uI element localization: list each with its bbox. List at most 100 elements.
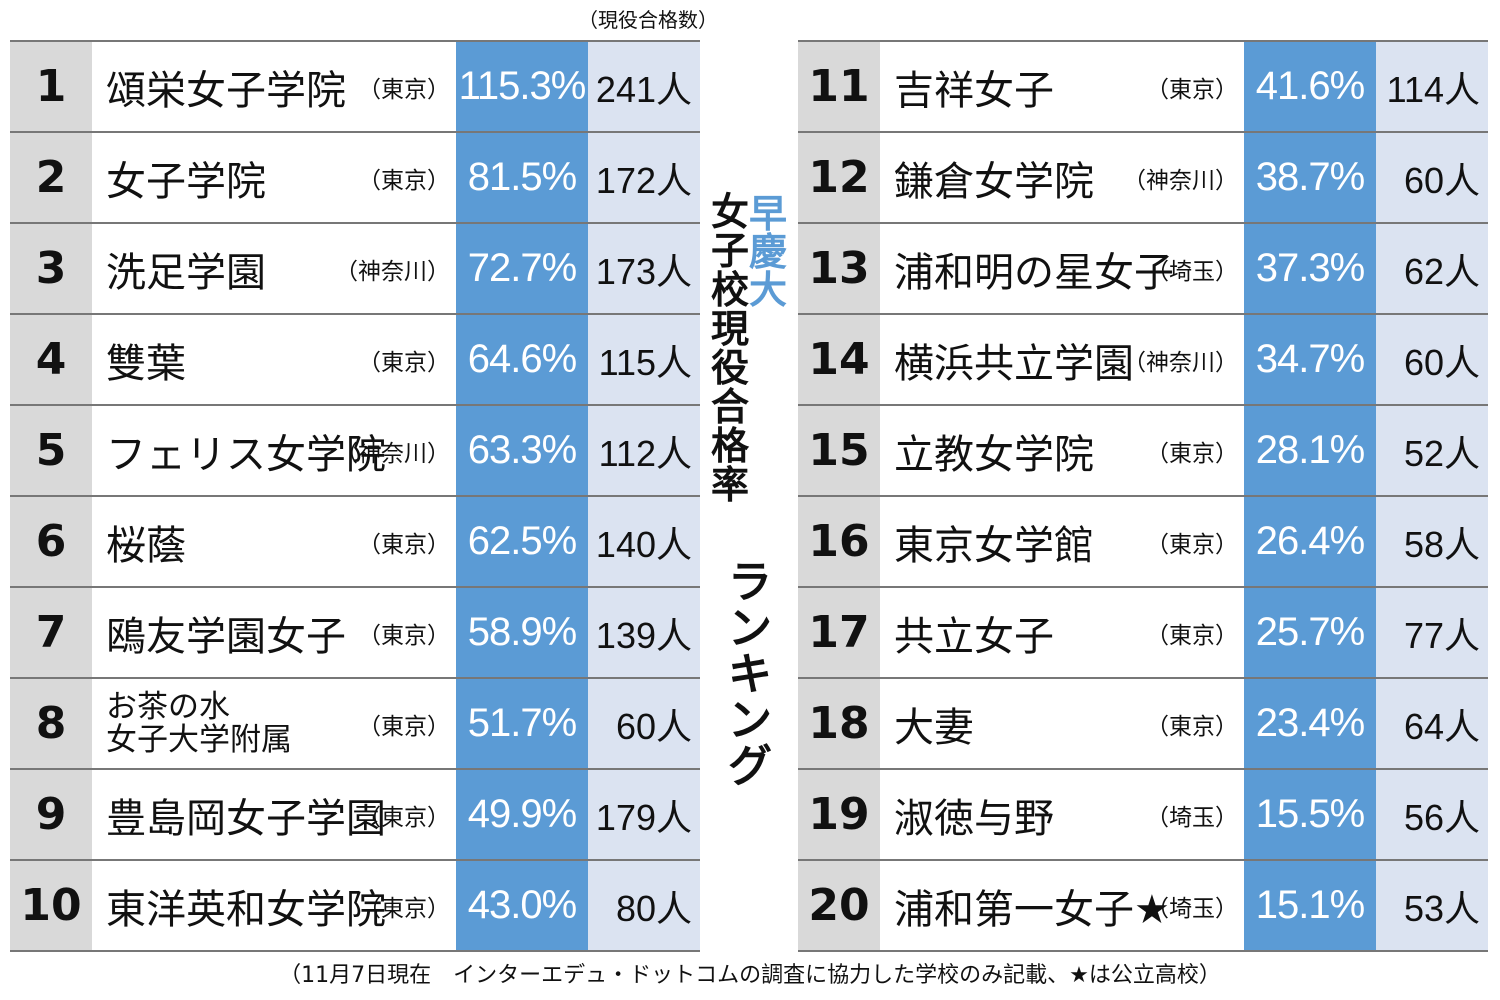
pass-count: 52人 [1376, 406, 1488, 495]
prefecture: （東京） [1146, 622, 1238, 649]
table-row: 4 雙葉 （東京） 64.6% 115人 [10, 315, 700, 406]
title-main: 女子校現役合格率 [710, 190, 749, 507]
pass-count: 77人 [1376, 588, 1488, 677]
pass-count: 64人 [1376, 679, 1488, 768]
pass-rate: 37.3% [1244, 224, 1376, 313]
pass-rate: 62.5% [456, 497, 588, 586]
table-row: 20 浦和第一女子★ （埼玉） 15.1% 53人 [798, 861, 1488, 952]
table-row: 19 淑徳与野 （埼玉） 15.5% 56人 [798, 770, 1488, 861]
prefecture: （埼玉） [1146, 895, 1238, 922]
pass-count: 62人 [1376, 224, 1488, 313]
rank-number: 2 [10, 133, 92, 222]
rank-number: 14 [798, 315, 880, 404]
rank-number: 4 [10, 315, 92, 404]
table-row: 1 頌栄女子学院 （東京） 115.3% 241人 [10, 42, 700, 133]
school-name: 大妻 [894, 704, 974, 751]
rank-number: 20 [798, 861, 880, 950]
pass-rate: 34.7% [1244, 315, 1376, 404]
pass-rate: 51.7% [456, 679, 588, 768]
pass-rate: 72.7% [456, 224, 588, 313]
prefecture: （東京） [1146, 76, 1238, 103]
rank-number: 6 [10, 497, 92, 586]
rank-number: 3 [10, 224, 92, 313]
prefecture: （神奈川） [335, 440, 450, 467]
table-row: 12 鎌倉女学院 （神奈川） 38.7% 60人 [798, 133, 1488, 224]
school-name-line-1: お茶の水 [106, 688, 230, 725]
pass-count: 115人 [588, 315, 700, 404]
pass-count: 56人 [1376, 770, 1488, 859]
rank-number: 17 [798, 588, 880, 677]
school-name: 頌栄女子学院 [106, 67, 346, 114]
prefecture: （東京） [358, 622, 450, 649]
pass-rate: 15.5% [1244, 770, 1376, 859]
pass-count: 140人 [588, 497, 700, 586]
prefecture: （埼玉） [1146, 258, 1238, 285]
school-name: 豊島岡女子学園 [106, 795, 386, 842]
prefecture: （神奈川） [1123, 349, 1238, 376]
pass-count: 173人 [588, 224, 700, 313]
pass-count: 60人 [1376, 315, 1488, 404]
school-name: 洗足学園 [106, 249, 266, 296]
table-row: 11 吉祥女子 （東京） 41.6% 114人 [798, 42, 1488, 133]
title-sub: ランキング [728, 557, 772, 792]
rank-number: 12 [798, 133, 880, 222]
pass-rate: 64.6% [456, 315, 588, 404]
pass-count: 112人 [588, 406, 700, 495]
table-row: 7 鴎友学園女子 （東京） 58.9% 139人 [10, 588, 700, 679]
table-row: 15 立教女学院 （東京） 28.1% 52人 [798, 406, 1488, 497]
table-row: 3 洗足学園 （神奈川） 72.7% 173人 [10, 224, 700, 315]
rank-number: 11 [798, 42, 880, 131]
prefecture: （神奈川） [1123, 167, 1238, 194]
count-column-header: （現役合格数） [578, 8, 718, 32]
school-name: 東京女学館 [894, 522, 1094, 569]
pass-count: 60人 [1376, 133, 1488, 222]
school-name-line-2: 女子大学附属 [106, 721, 292, 758]
pass-count: 114人 [1376, 42, 1488, 131]
school-name: お茶の水 女子大学附属 [106, 679, 356, 768]
pass-count: 179人 [588, 770, 700, 859]
table-row: 14 横浜共立学園 （神奈川） 34.7% 60人 [798, 315, 1488, 406]
prefecture: （東京） [358, 349, 450, 376]
school-name: 吉祥女子 [894, 67, 1054, 114]
table-row: 17 共立女子 （東京） 25.7% 77人 [798, 588, 1488, 679]
pass-count: 172人 [588, 133, 700, 222]
ranking-title: 早慶大 女子校現役合格率 ランキング [705, 185, 795, 805]
pass-count: 139人 [588, 588, 700, 677]
rank-number: 19 [798, 770, 880, 859]
pass-rate: 28.1% [1244, 406, 1376, 495]
school-name: 浦和第一女子★ [894, 886, 1170, 933]
pass-rate: 81.5% [456, 133, 588, 222]
school-name: 共立女子 [894, 613, 1054, 660]
pass-rate: 43.0% [456, 861, 588, 950]
school-name: 女子学院 [106, 158, 266, 205]
pass-rate: 26.4% [1244, 497, 1376, 586]
rank-number: 8 [10, 679, 92, 768]
school-name: 浦和明の星女子 [894, 249, 1174, 296]
prefecture: （神奈川） [335, 258, 450, 285]
pass-count: 241人 [588, 42, 700, 131]
table-row: 18 大妻 （東京） 23.4% 64人 [798, 679, 1488, 770]
prefecture: （東京） [358, 895, 450, 922]
school-name: 東洋英和女学院 [106, 886, 386, 933]
school-name: 鎌倉女学院 [894, 158, 1094, 205]
pass-rate: 41.6% [1244, 42, 1376, 131]
school-name: 淑徳与野 [894, 795, 1054, 842]
ranking-table-left: 1 頌栄女子学院 （東京） 115.3% 241人 2 女子学院 （東京） 81… [10, 40, 700, 952]
table-row: 13 浦和明の星女子 （埼玉） 37.3% 62人 [798, 224, 1488, 315]
table-row: 5 フェリス女学院 （神奈川） 63.3% 112人 [10, 406, 700, 497]
school-name: 雙葉 [106, 340, 186, 387]
pass-rate: 63.3% [456, 406, 588, 495]
table-row: 8 お茶の水 女子大学附属 （東京） 51.7% 60人 [10, 679, 700, 770]
prefecture: （埼玉） [1146, 804, 1238, 831]
prefecture: （東京） [358, 531, 450, 558]
pass-count: 53人 [1376, 861, 1488, 950]
footnote: （11月7日現在 インターエデュ・ドットコムの調査に協力した学校のみ記載、★は公… [279, 963, 1221, 988]
title-accent: 早慶大 [748, 192, 787, 312]
pass-rate: 38.7% [1244, 133, 1376, 222]
school-name: 横浜共立学園 [894, 340, 1134, 387]
pass-rate: 23.4% [1244, 679, 1376, 768]
pass-count: 58人 [1376, 497, 1488, 586]
pass-rate: 115.3% [456, 42, 588, 131]
rank-number: 13 [798, 224, 880, 313]
table-row: 10 東洋英和女学院 （東京） 43.0% 80人 [10, 861, 700, 952]
